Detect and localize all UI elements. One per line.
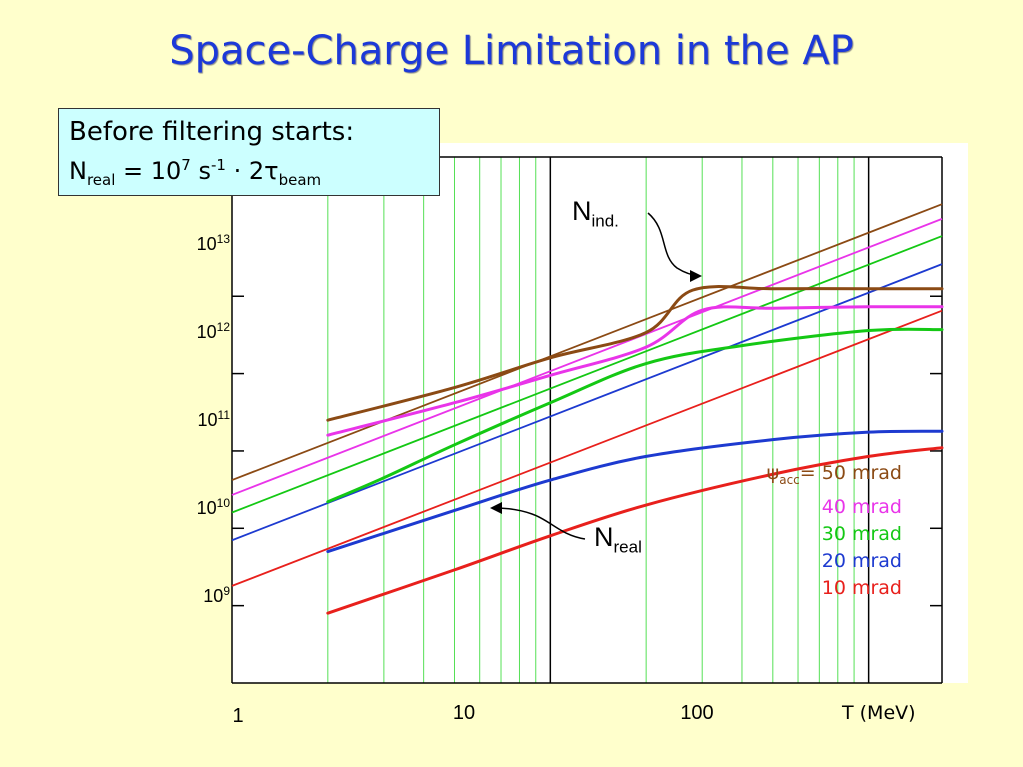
x-tick-label-1: 1 xyxy=(232,705,244,727)
y-tick-marks xyxy=(232,295,942,607)
info-line-1: Before filtering starts: xyxy=(69,117,355,147)
n-ind-line-50-mrad xyxy=(231,203,943,481)
n-ind-line-40-mrad xyxy=(231,218,943,496)
n-ind-main: N xyxy=(572,196,592,226)
n-real-curve-20-mrad xyxy=(326,429,944,554)
n-real-arrow-head xyxy=(490,502,502,514)
y-tick-label-12: 1012 xyxy=(196,320,230,342)
n-real-main: N xyxy=(594,522,614,552)
legend-label-50: 50 mrad xyxy=(821,462,902,484)
n-ind-label: Nind. xyxy=(572,196,619,231)
grid xyxy=(327,157,855,683)
n-real-curve-40-mrad xyxy=(326,305,944,437)
exp-neg1: -1 xyxy=(210,156,226,174)
n-ind-sub: ind. xyxy=(591,211,619,231)
x-tick-label-100: 100 xyxy=(680,702,714,724)
legend: ψacc= 50 mrad 40 mrad 30 mrad 20 mrad 10… xyxy=(740,460,902,602)
seconds-text: s xyxy=(190,157,211,185)
y-tick-label-9: 109 xyxy=(203,584,230,606)
times-text: · 2τ xyxy=(225,157,279,185)
psi-subscript: acc xyxy=(779,472,800,487)
x-axis-label: T (MeV) xyxy=(842,702,916,724)
n-ind-line-20-mrad xyxy=(231,263,943,542)
legend-item-40: 40 mrad xyxy=(821,495,902,518)
n-real-label: Nreal xyxy=(594,522,642,557)
beam-subscript: beam xyxy=(278,170,322,189)
n-subscript: real xyxy=(86,170,116,189)
info-box: Before filtering starts: Nreal = 107 s-1… xyxy=(58,108,440,196)
info-line-2: Nreal = 107 s-1 · 2τbeam xyxy=(69,149,429,196)
equals-text: = 10 xyxy=(115,157,182,185)
n-real-arrow-line xyxy=(494,507,586,540)
slide-title: Space-Charge Limitation in the AP xyxy=(169,28,854,74)
annotation-arrows xyxy=(490,212,702,540)
n-real-curve-10-mrad xyxy=(326,446,944,615)
legend-item-50: ψacc= 50 mrad xyxy=(740,460,902,494)
x-tick-label-10: 10 xyxy=(452,702,476,724)
n-symbol: N xyxy=(69,157,87,185)
legend-equals: = xyxy=(799,462,822,484)
n-real-sub: real xyxy=(613,537,642,557)
y-tick-label-11: 1011 xyxy=(197,408,231,430)
psi-symbol: ψ xyxy=(766,462,780,484)
n-ind-line-10-mrad xyxy=(231,309,943,587)
n-ind-line-30-mrad xyxy=(231,235,943,514)
y-tick-label-13: 1013 xyxy=(196,232,230,254)
legend-item-10: 10 mrad xyxy=(821,576,902,599)
exp-7: 7 xyxy=(181,156,191,174)
legend-item-30: 30 mrad xyxy=(821,522,902,545)
n-ind-arrow-head xyxy=(690,270,702,282)
y-tick-label-10: 1010 xyxy=(196,496,230,518)
n-real-curve-30-mrad xyxy=(326,327,944,504)
n-real-curve-50-mrad xyxy=(326,285,944,422)
legend-item-20: 20 mrad xyxy=(821,549,902,572)
series-lines xyxy=(231,203,944,615)
